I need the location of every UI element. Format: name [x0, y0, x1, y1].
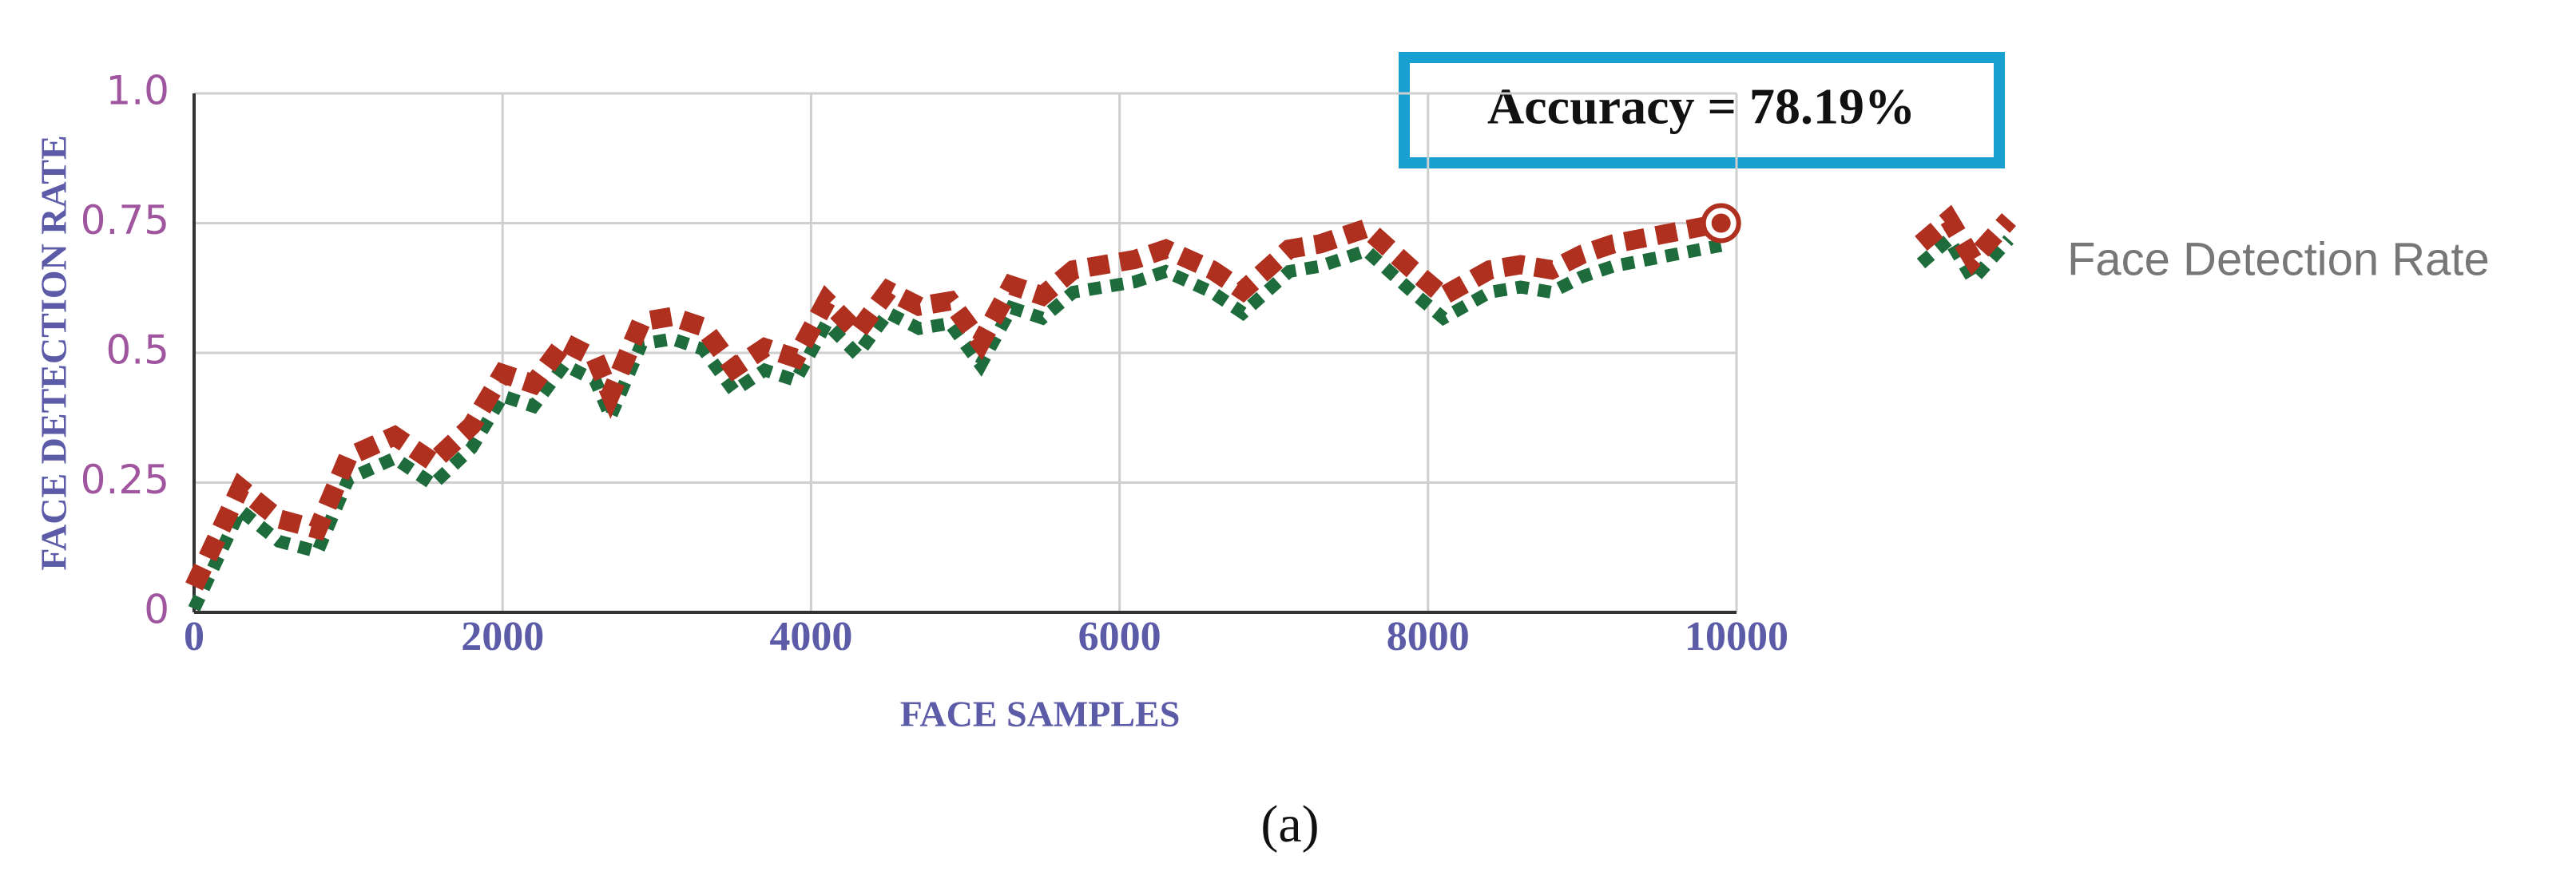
end-marker-dot — [1711, 213, 1731, 233]
x-tick-label: 0 — [184, 614, 204, 659]
legend: Face Detection Rate — [1915, 204, 2490, 291]
legend-marker — [1915, 204, 2016, 276]
x-tick-label: 8000 — [1387, 614, 1470, 659]
line — [185, 213, 1723, 591]
y-tick-label: 0.75 — [81, 197, 169, 243]
y-axis-title: FACE DETECTION RATE — [34, 135, 74, 570]
y-tick-label: 0.5 — [105, 327, 169, 374]
legend-label: Face Detection Rate — [2067, 233, 2490, 285]
x-tick-label: 6000 — [1078, 614, 1161, 659]
line-shadow — [188, 239, 1723, 612]
annotation-box — [1399, 52, 2005, 168]
y-tick-label: 1.0 — [105, 68, 169, 114]
x-axis-title: FACE SAMPLES — [900, 694, 1181, 734]
caption: (a) — [1260, 795, 1319, 853]
x-tick-label: 2000 — [461, 614, 544, 659]
x-tick-label: 4000 — [769, 614, 852, 659]
annotation: Accuracy = 78.19% — [1487, 78, 1915, 135]
y-tick-label: 0.25 — [81, 457, 169, 503]
y-tick-label: 0 — [144, 587, 169, 633]
x-tick-label: 10000 — [1685, 614, 1788, 659]
